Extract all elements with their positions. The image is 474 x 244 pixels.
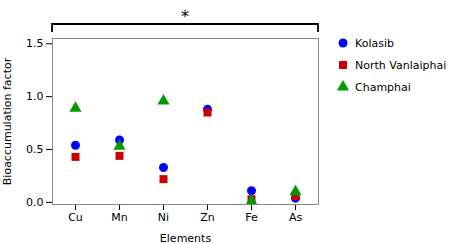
svg-text:0.5: 0.5 — [26, 143, 44, 156]
svg-text:Elements: Elements — [160, 232, 212, 244]
svg-text:*: * — [181, 7, 189, 26]
svg-text:Bioaccumulation factor: Bioaccumulation factor — [1, 57, 14, 185]
html-text:Champhai: Champhai — [355, 80, 411, 94]
html-text:Kolasib: Kolasib — [355, 36, 394, 50]
svg-text:1.5: 1.5 — [26, 37, 44, 50]
svg-text:0.0: 0.0 — [26, 196, 44, 209]
svg-text:Ni: Ni — [158, 211, 169, 224]
svg-text:1.0: 1.0 — [26, 90, 44, 103]
svg-text:Fe: Fe — [245, 211, 258, 224]
svg-text:Zn: Zn — [200, 211, 215, 224]
svg-text:As: As — [289, 211, 303, 224]
html-text:North Vanlaiphai: North Vanlaiphai — [355, 58, 447, 72]
svg-text:Cu: Cu — [68, 211, 83, 224]
svg-text:Mn: Mn — [111, 211, 127, 224]
